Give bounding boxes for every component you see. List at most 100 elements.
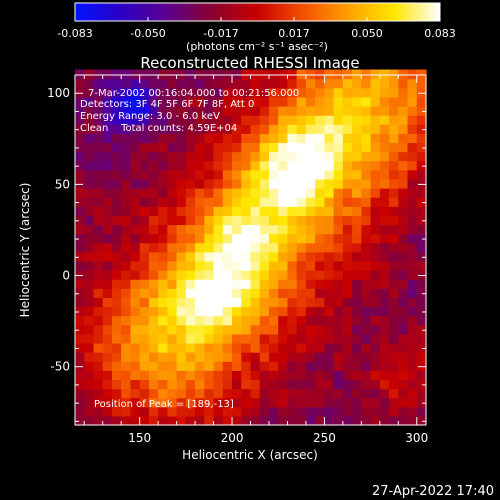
heatmap-cell bbox=[268, 370, 279, 381]
heatmap-cell bbox=[158, 315, 168, 326]
heatmap-cell bbox=[259, 133, 270, 144]
heatmap-cell bbox=[130, 197, 141, 207]
heatmap-cell bbox=[139, 151, 150, 162]
heatmap-cell bbox=[416, 105, 427, 116]
heatmap-cell bbox=[204, 206, 215, 216]
heatmap-cell bbox=[389, 215, 399, 226]
heatmap-cell bbox=[167, 87, 178, 98]
heatmap-cell bbox=[185, 370, 196, 381]
heatmap-cell bbox=[111, 324, 122, 335]
heatmap-cell bbox=[222, 224, 233, 235]
heatmap-cell bbox=[398, 115, 409, 125]
heatmap-cell bbox=[342, 87, 353, 98]
heatmap-cell bbox=[204, 297, 215, 308]
heatmap-cell bbox=[342, 224, 353, 235]
heatmap-cell bbox=[111, 69, 122, 80]
heatmap-cell bbox=[93, 379, 104, 390]
heatmap-cell bbox=[195, 415, 205, 426]
heatmap-cell bbox=[342, 105, 353, 116]
heatmap-cell bbox=[84, 370, 95, 381]
heatmap-cell bbox=[102, 151, 113, 162]
heatmap-cell bbox=[342, 78, 353, 89]
heatmap-cell bbox=[287, 160, 298, 171]
heatmap-cell bbox=[222, 133, 233, 144]
heatmap-cell bbox=[398, 288, 409, 298]
heatmap-cell bbox=[241, 142, 252, 153]
heatmap-cell bbox=[232, 151, 242, 162]
heatmap-cell bbox=[176, 169, 187, 180]
heatmap-cell bbox=[398, 160, 409, 171]
heatmap-cell bbox=[250, 415, 261, 426]
heatmap-cell bbox=[305, 333, 316, 344]
heatmap-cell bbox=[305, 297, 316, 308]
heatmap-cell bbox=[379, 142, 390, 153]
heatmap-cell bbox=[195, 352, 205, 362]
heatmap-cell bbox=[315, 151, 325, 162]
heatmap-cell bbox=[361, 105, 372, 116]
heatmap-cell bbox=[389, 169, 399, 180]
heatmap-cell bbox=[185, 215, 196, 226]
heatmap-cell bbox=[315, 370, 325, 381]
heatmap-cell bbox=[232, 333, 242, 344]
heatmap-cell bbox=[102, 361, 113, 371]
heatmap-cell bbox=[84, 260, 95, 271]
heatmap-cell bbox=[84, 142, 95, 153]
heatmap-cell bbox=[158, 260, 168, 271]
heatmap-cell bbox=[324, 388, 335, 399]
heatmap-cell bbox=[342, 251, 353, 262]
heatmap-cell bbox=[296, 233, 307, 244]
heatmap-cell bbox=[176, 306, 187, 317]
heatmap-cell bbox=[333, 352, 344, 362]
heatmap-cell bbox=[333, 96, 344, 107]
heatmap-cell bbox=[84, 361, 95, 371]
heatmap-cell bbox=[75, 397, 85, 408]
heatmap-cell bbox=[167, 397, 178, 408]
heatmap-cell bbox=[278, 69, 289, 80]
heatmap-cell bbox=[278, 406, 289, 417]
heatmap-cell bbox=[416, 142, 427, 153]
heatmap-cell bbox=[167, 178, 178, 189]
heatmap-cell bbox=[379, 333, 390, 344]
heatmap-cell bbox=[250, 306, 261, 317]
heatmap-cell bbox=[75, 178, 85, 189]
heatmap-cell bbox=[213, 206, 224, 216]
heatmap-cell bbox=[342, 397, 353, 408]
heatmap-cell bbox=[250, 361, 261, 371]
heatmap-cell bbox=[232, 370, 242, 381]
heatmap-cell bbox=[213, 279, 224, 289]
heatmap-cell bbox=[333, 397, 344, 408]
heatmap-cell bbox=[232, 133, 242, 144]
heatmap-cell bbox=[342, 133, 353, 144]
heatmap-cell bbox=[167, 215, 178, 226]
heatmap-cell bbox=[389, 151, 399, 162]
heatmap-cell bbox=[416, 169, 427, 180]
heatmap-cell bbox=[259, 324, 270, 335]
heatmap-cell bbox=[287, 306, 298, 317]
heatmap-cell bbox=[241, 251, 252, 262]
heatmap-cell bbox=[370, 370, 381, 381]
heatmap-cell bbox=[75, 406, 85, 417]
heatmap-cell bbox=[259, 178, 270, 189]
heatmap-cell bbox=[148, 242, 159, 253]
heatmap-cell bbox=[416, 388, 427, 399]
heatmap-cell bbox=[250, 188, 261, 198]
heatmap-cell bbox=[407, 370, 418, 381]
heatmap-cell bbox=[416, 87, 427, 98]
heatmap-cell bbox=[407, 133, 418, 144]
heatmap-cell bbox=[352, 215, 362, 226]
heatmap-cell bbox=[130, 324, 141, 335]
heatmap-cell bbox=[222, 270, 233, 280]
heatmap-cell bbox=[204, 415, 215, 426]
heatmap-cell bbox=[407, 333, 418, 344]
heatmap-cell bbox=[250, 324, 261, 335]
heatmap-cell bbox=[102, 270, 113, 280]
heatmap-cell bbox=[379, 306, 390, 317]
heatmap-cell bbox=[213, 415, 224, 426]
heatmap-cell bbox=[139, 279, 150, 289]
heatmap-cell bbox=[102, 115, 113, 125]
heatmap-cell bbox=[296, 178, 307, 189]
heatmap-cell bbox=[398, 224, 409, 235]
heatmap-cell bbox=[250, 297, 261, 308]
heatmap-cell bbox=[185, 397, 196, 408]
heatmap-cell bbox=[250, 251, 261, 262]
